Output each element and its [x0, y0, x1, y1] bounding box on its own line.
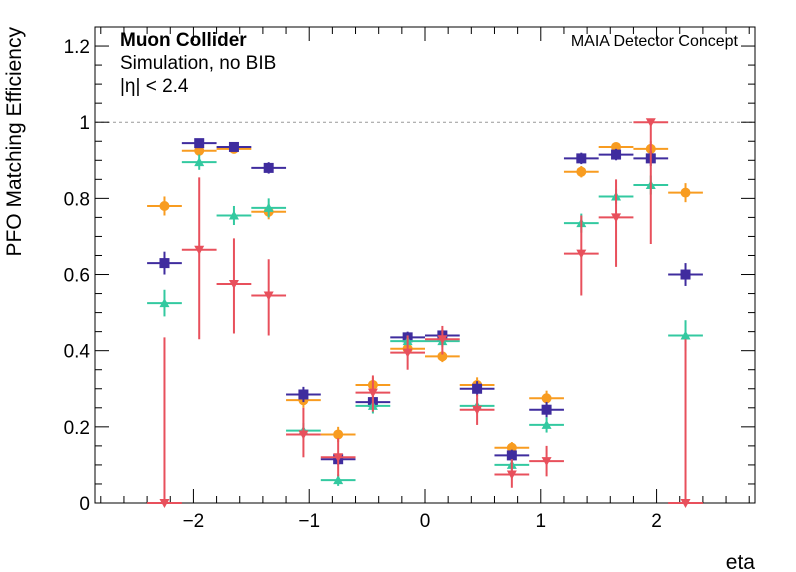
data-point — [506, 470, 517, 480]
y-tick-label: 0.2 — [64, 418, 90, 439]
data-point — [333, 475, 344, 485]
data-point — [645, 118, 656, 128]
series-3 — [147, 154, 703, 486]
data-point — [298, 430, 309, 440]
data-point — [194, 245, 205, 255]
data-marks — [147, 118, 703, 508]
y-tick-label: 1 — [79, 113, 90, 134]
plot-title: Muon Collider — [120, 30, 247, 51]
subtitle-line-1: Simulation, no BIB — [120, 53, 276, 74]
data-point — [506, 442, 517, 453]
data-point — [576, 249, 587, 259]
data-point — [263, 291, 274, 301]
x-axis-label: eta — [726, 551, 756, 572]
x-tick-label: −1 — [298, 511, 320, 532]
data-point — [263, 202, 274, 212]
data-point — [541, 457, 552, 467]
data-point — [194, 145, 205, 156]
detector-label: MAIA Detector Concept — [571, 33, 739, 50]
data-point — [194, 138, 205, 149]
x-tick-label: 2 — [651, 511, 662, 532]
data-point — [159, 258, 170, 269]
data-point — [367, 388, 378, 398]
data-point — [541, 404, 552, 415]
data-point — [159, 298, 170, 308]
y-tick-label: 0.6 — [64, 266, 90, 287]
data-point — [611, 149, 622, 160]
data-point — [472, 383, 483, 394]
data-point — [333, 429, 344, 440]
data-point — [437, 335, 448, 345]
plot-frame — [94, 26, 756, 504]
data-point — [680, 187, 691, 198]
x-tick-label: 0 — [420, 511, 431, 532]
data-point — [611, 141, 622, 152]
series-1 — [147, 141, 703, 454]
data-point — [437, 351, 448, 362]
data-point — [159, 200, 170, 211]
data-point — [611, 213, 622, 223]
axis-ticks: −2 −1 0 1 2 0 0.2 0.4 0.6 0.8 1 1.2 — [64, 27, 755, 532]
data-point — [263, 162, 274, 173]
data-point — [576, 166, 587, 177]
y-tick-label: 0.8 — [64, 189, 90, 210]
series-2 — [147, 138, 703, 465]
data-point — [228, 280, 239, 290]
y-tick-label: 0 — [79, 494, 90, 515]
data-point — [228, 141, 239, 152]
data-point — [541, 393, 552, 404]
data-point — [680, 330, 691, 340]
y-axis-label: PFO Matching Efficiency — [3, 27, 26, 257]
data-point — [159, 499, 170, 508]
x-tick-label: −2 — [183, 511, 205, 532]
data-point — [194, 157, 205, 167]
series-4 — [147, 118, 703, 508]
data-point — [472, 405, 483, 415]
data-point — [506, 450, 517, 461]
data-point — [680, 269, 691, 280]
data-point — [541, 419, 552, 429]
data-point — [298, 389, 309, 400]
data-point — [576, 153, 587, 164]
x-tick-label: 1 — [536, 511, 547, 532]
data-point — [228, 210, 239, 220]
data-point — [333, 453, 344, 463]
y-tick-label: 1.2 — [64, 37, 90, 58]
subtitle-line-2: |η| < 2.4 — [120, 76, 189, 97]
data-point — [402, 348, 413, 358]
data-point — [680, 499, 691, 508]
y-tick-label: 0.4 — [64, 342, 91, 363]
